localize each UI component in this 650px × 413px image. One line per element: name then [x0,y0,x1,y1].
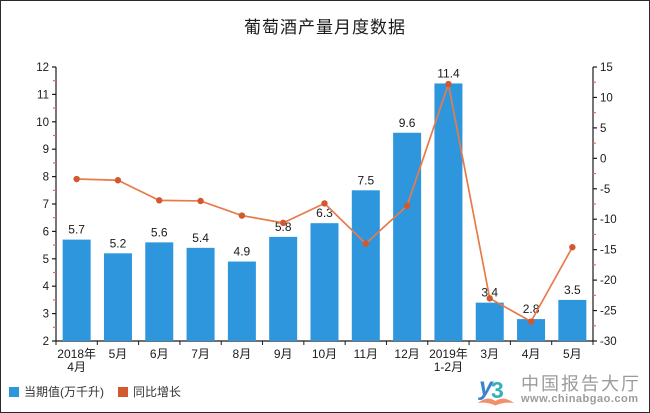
svg-text:5: 5 [600,123,606,135]
svg-text:6月: 6月 [150,347,169,361]
watermark-url: www.chinabgao.com [521,393,639,406]
svg-text:6.3: 6.3 [316,206,333,220]
svg-text:10月: 10月 [312,347,337,361]
svg-text:6: 6 [43,226,49,238]
svg-text:0: 0 [600,153,606,165]
svg-text:3月: 3月 [480,347,499,361]
svg-text:-30: -30 [600,336,617,348]
legend-item-bar-series: 当期值(万千升) [9,383,104,400]
svg-text:-20: -20 [600,275,617,287]
chart-legend: 当期值(万千升) 同比增长 [9,383,181,400]
svg-text:2019年: 2019年 [429,347,468,361]
logo-open-book-shape [478,398,514,406]
logo-glyph-3: 3 [491,377,504,403]
svg-text:-25: -25 [600,306,617,318]
svg-text:-10: -10 [600,214,617,226]
svg-text:4: 4 [43,281,50,293]
svg-text:10: 10 [600,92,613,104]
svg-text:7.5: 7.5 [357,173,374,187]
svg-text:12月: 12月 [394,347,419,361]
svg-text:5.4: 5.4 [192,231,209,245]
svg-text:4月: 4月 [522,347,541,361]
svg-text:5: 5 [43,254,49,266]
svg-text:12: 12 [36,62,49,74]
watermark-text: 中国报告大厅 www.chinabgao.com [521,375,641,405]
svg-text:2: 2 [43,336,49,348]
svg-text:5.8: 5.8 [275,220,292,234]
bar-series-swatch-icon [9,386,19,397]
svg-text:3.4: 3.4 [481,286,498,300]
svg-text:9月: 9月 [274,347,293,361]
svg-text:5月: 5月 [109,347,128,361]
svg-text:9: 9 [43,144,49,156]
chinabgao-logo-icon: y 3 [477,373,514,406]
chart-title: 葡萄酒产量月度数据 [244,18,406,37]
svg-text:4.9: 4.9 [234,245,251,259]
svg-text:4月: 4月 [67,360,86,374]
svg-text:7月: 7月 [191,347,210,361]
chinabgao-watermark: y 3 中国报告大厅 www.chinabgao.com [476,372,641,409]
legend-label-bar-series: 当期值(万千升) [24,385,104,399]
svg-text:5.6: 5.6 [151,225,168,239]
svg-text:11: 11 [37,89,49,101]
svg-text:5月: 5月 [563,347,582,361]
legend-item-line-series: 同比增长 [118,383,181,400]
legend-label-line-series: 同比增长 [133,385,182,399]
svg-text:5.2: 5.2 [110,236,127,250]
svg-text:9.6: 9.6 [399,116,416,130]
line-series-swatch-icon [118,386,128,397]
svg-text:8月: 8月 [233,347,252,361]
svg-text:-5: -5 [600,184,610,196]
svg-text:11月: 11月 [354,347,378,361]
svg-text:15: 15 [600,62,613,74]
svg-text:8: 8 [43,172,49,184]
svg-text:11.4: 11.4 [437,66,460,80]
svg-text:2018年: 2018年 [57,347,96,361]
svg-text:7: 7 [43,199,49,211]
logo-glyph-y: y [477,373,494,401]
svg-text:5.7: 5.7 [68,223,85,237]
svg-text:3: 3 [43,309,49,321]
svg-text:-15: -15 [600,245,617,257]
svg-text:3.5: 3.5 [564,283,581,297]
svg-text:10: 10 [36,117,49,129]
watermark-name: 中国报告大厅 [521,374,641,395]
svg-text:1-2月: 1-2月 [434,360,463,374]
